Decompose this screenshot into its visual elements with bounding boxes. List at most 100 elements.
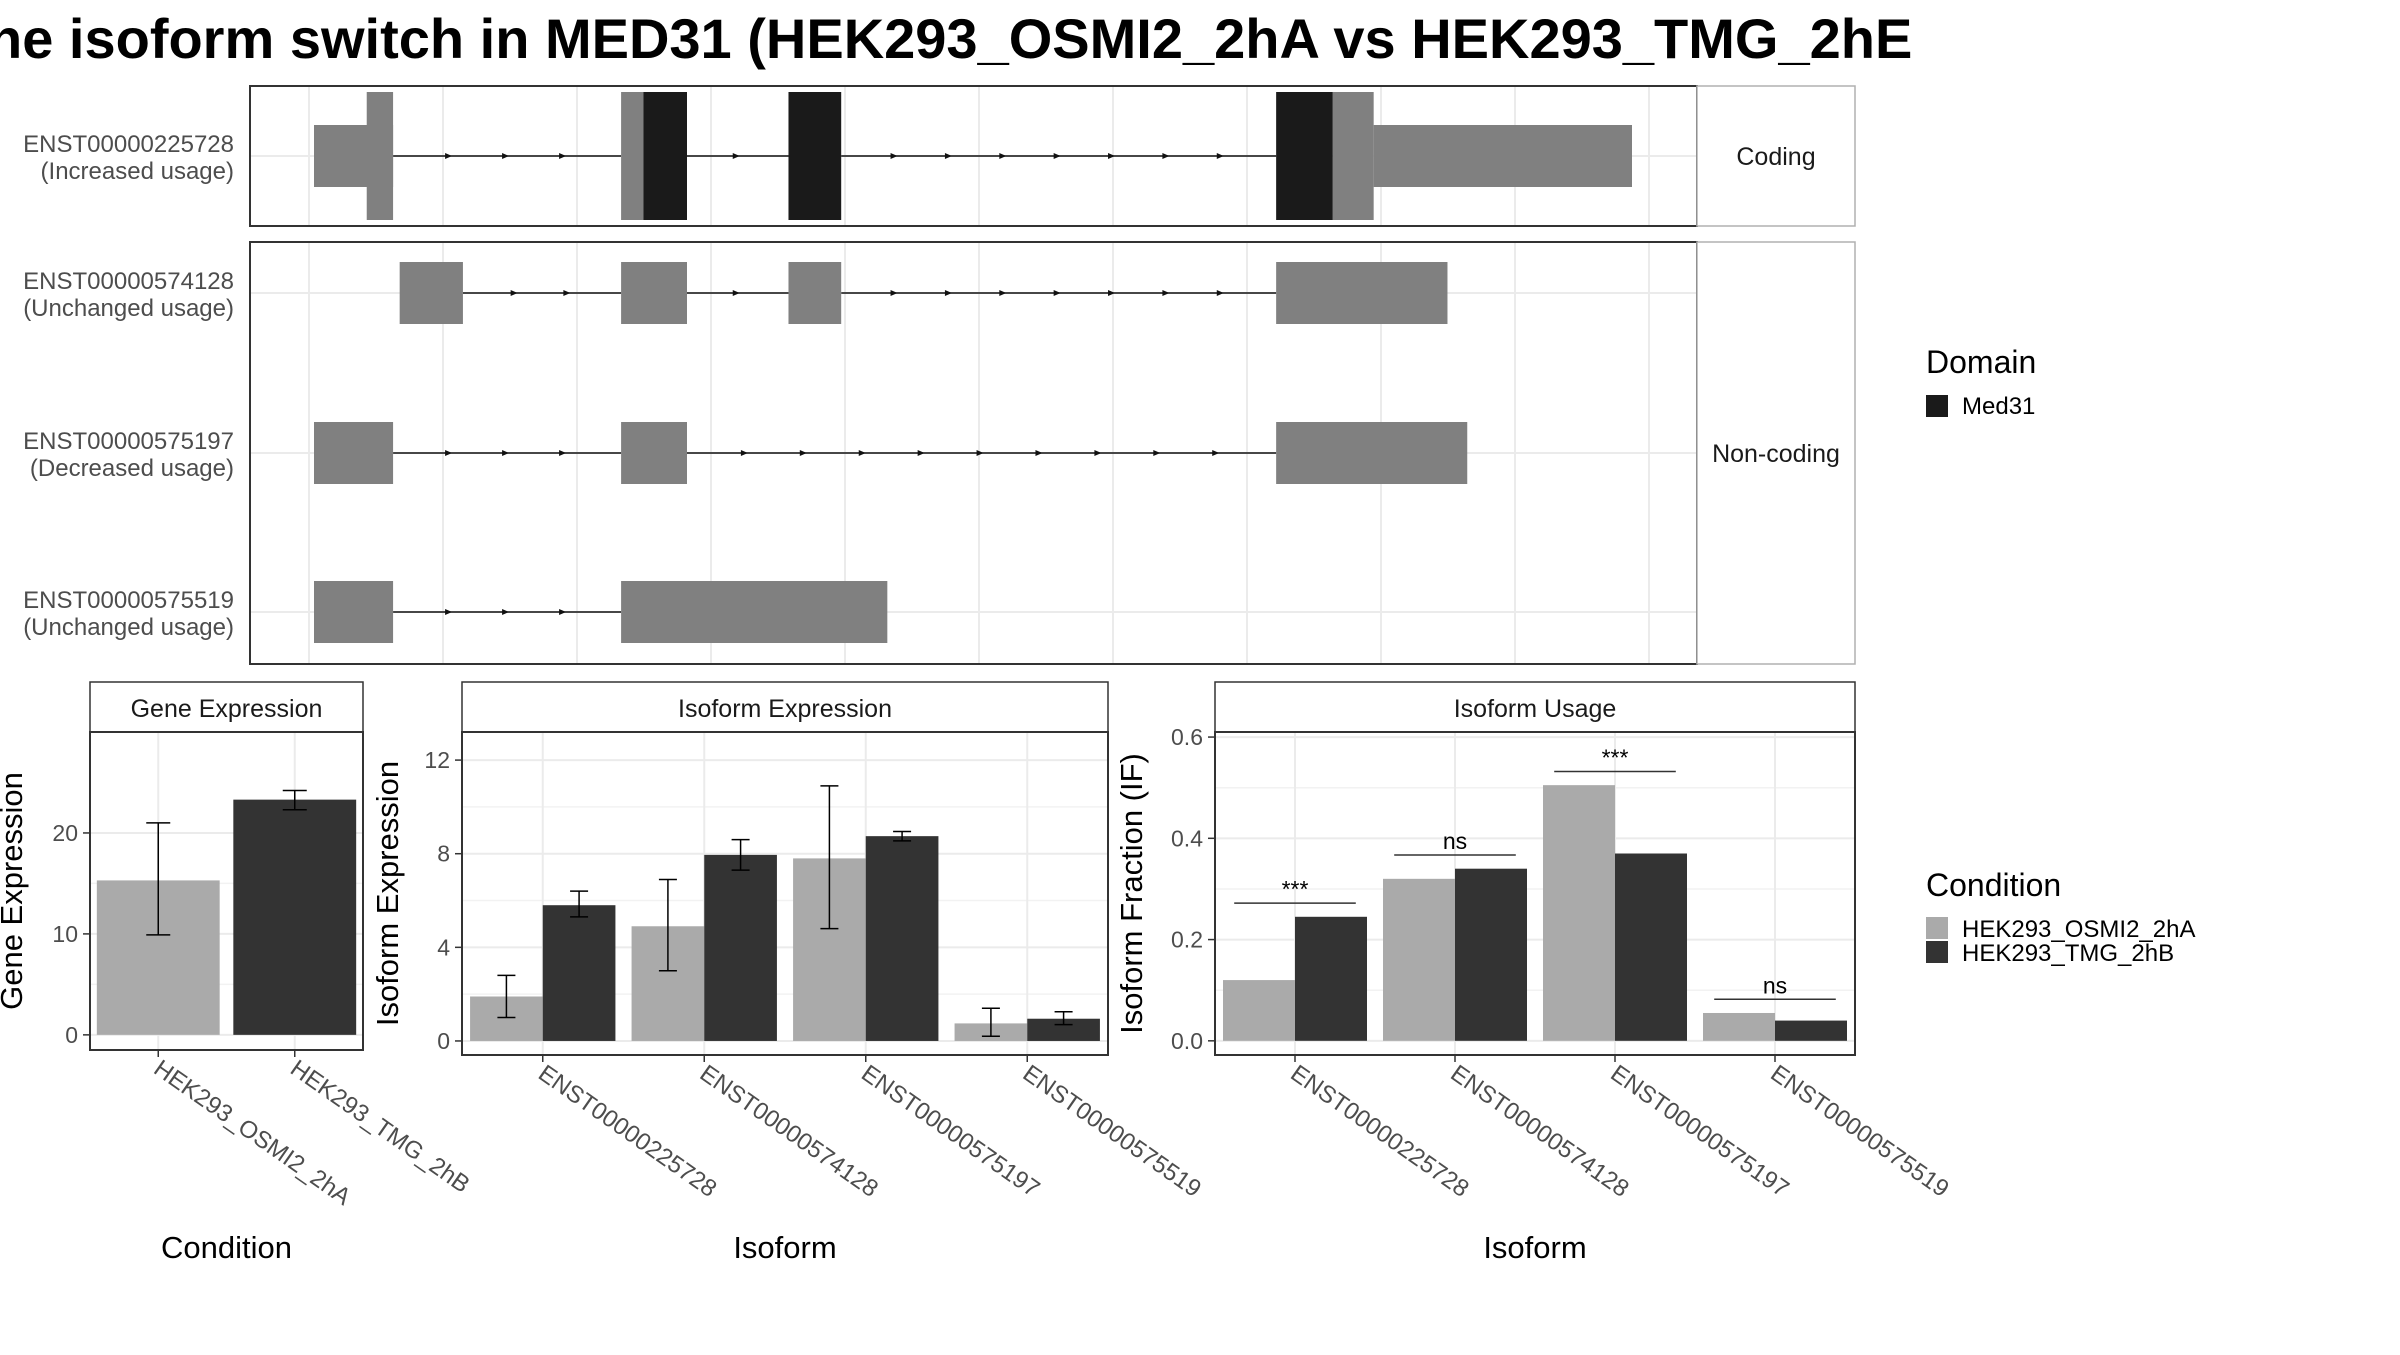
intron-arrow: [999, 290, 1007, 296]
isoform-ENST00000575519-label: ENST00000575519: [23, 587, 234, 614]
transcript-structure-panel: ENST00000225728(Increased usage) ENST0000…: [23, 85, 1856, 665]
coding-exon: [1332, 92, 1374, 220]
isoform-ENST00000575519-usage-label: (Unchanged usage): [23, 614, 234, 641]
significance-label: ns: [1763, 972, 1787, 998]
intron-arrow: [1216, 290, 1224, 296]
intron-arrow: [502, 450, 510, 456]
intron-arrow: [1053, 153, 1061, 159]
coding-strip: [1696, 85, 1856, 227]
intron-arrow: [559, 153, 567, 159]
y-tick-label: 8: [437, 841, 450, 867]
intron-arrow: [732, 290, 740, 296]
x-tick-label: ENST00000575519: [1018, 1060, 1206, 1203]
exon: [621, 422, 687, 484]
intron-arrow: [559, 450, 567, 456]
intron-arrow: [1108, 290, 1116, 296]
bar-ENST00000574128-HEK293_OSMI2_2hA: [1383, 878, 1455, 1041]
med31-domain: [788, 92, 842, 220]
exon: [788, 262, 842, 324]
condition-legend-label: HEK293_OSMI2_2hA: [1962, 916, 2195, 943]
domain-legend-label: Med31: [1962, 393, 2035, 420]
condition-legend-label: HEK293_TMG_2hB: [1962, 940, 2174, 967]
isoform-ENST00000225728-usage-label: (Increased usage): [41, 158, 234, 185]
isoform-ENST00000574128-usage-label: (Unchanged usage): [23, 295, 234, 322]
intron-arrow: [1053, 290, 1061, 296]
panel-strip: [461, 681, 1109, 733]
legends: Domain Med31 Condition HEK293_OSMI2_2hAHEK2…: [1926, 344, 2195, 967]
y-tick-label: 0: [437, 1028, 450, 1054]
intron-arrow: [559, 609, 567, 615]
bar-ENST00000225728-HEK293_OSMI2_2hA: [1223, 980, 1295, 1041]
x-tick-label: ENST00000225728: [533, 1060, 721, 1203]
bar-ENST00000574128-HEK293_TMG_2hB: [704, 854, 777, 1041]
panel-title: Isoform Usage: [1454, 695, 1617, 723]
x-tick-label: ENST00000575197: [856, 1060, 1044, 1203]
bar-ENST00000574128-HEK293_TMG_2hB: [1455, 868, 1527, 1041]
x-axis-label: Isoform: [1483, 1230, 1586, 1265]
coding-exon: [621, 92, 644, 220]
intron-arrow: [732, 153, 740, 159]
exon: [1276, 422, 1468, 484]
panel-border: [461, 731, 1109, 1056]
utr-exon: [1373, 125, 1632, 187]
y-axis-label: Isoform Fraction (IF): [1114, 753, 1149, 1034]
coding-strip-label: Coding: [1736, 143, 1815, 171]
panel-strip: [89, 681, 364, 733]
domain-legend-key: [1926, 395, 1948, 417]
y-tick-label: 0.2: [1171, 927, 1203, 953]
y-tick-label: 4: [437, 934, 450, 960]
intron-arrow: [1212, 450, 1220, 456]
condition-legend-title: Condition: [1926, 867, 2061, 903]
bar-ENST00000225728-HEK293_TMG_2hB: [542, 905, 616, 1041]
condition-legend-key: [1926, 941, 1948, 963]
coding-exon: [366, 92, 394, 220]
y-tick-label: 0.6: [1171, 724, 1203, 750]
intron-arrow: [563, 290, 571, 296]
bar-ENST00000575197-HEK293_OSMI2_2hA: [1543, 785, 1615, 1041]
y-tick-label: 0.0: [1171, 1028, 1203, 1054]
bar-ENST00000575197-HEK293_TMG_2hB: [1615, 853, 1687, 1041]
panel-title: Isoform Expression: [678, 695, 892, 723]
exon: [621, 581, 888, 643]
bar-HEK293_TMG_2hB: [233, 799, 357, 1035]
x-axis-label: Condition: [161, 1230, 292, 1265]
bar-ENST00000575519-HEK293_OSMI2_2hA: [1703, 1012, 1775, 1041]
x-tick-label: ENST00000575519: [1766, 1060, 1954, 1203]
isoform-usage-panel: Isoform Usage 0.0 0.2 0.4 0.6 *** ns *** ns ENST0…: [1114, 681, 1954, 1265]
isoform-ENST00000575197-usage-label: (Decreased usage): [30, 455, 234, 482]
panel-border: [1214, 731, 1856, 1056]
intron-arrow: [799, 450, 807, 456]
exon: [314, 422, 394, 484]
exon: [314, 581, 394, 643]
intron-arrow: [944, 153, 952, 159]
exon: [1276, 262, 1448, 324]
gene-expression-panel: Gene Expression01020HEK293_OSMI2_2hAHEK2…: [0, 681, 475, 1265]
y-tick-label: 0.4: [1171, 825, 1203, 851]
isoform-ENST00000225728-label: ENST00000225728: [23, 131, 234, 158]
y-tick-label: 12: [424, 747, 450, 773]
intron-arrow: [890, 290, 898, 296]
domain-legend-title: Domain: [1926, 344, 2036, 380]
intron-arrow: [1162, 153, 1170, 159]
significance-label: ***: [1282, 876, 1309, 902]
intron-arrow: [510, 290, 518, 296]
condition-legend-key: [1926, 917, 1948, 939]
isoform-expression-panel: Isoform Expression 0 4 8 12 ENST00000225728 EN…: [370, 681, 1206, 1265]
y-tick-label: 20: [52, 820, 78, 846]
bar-ENST00000225728-HEK293_TMG_2hB: [1295, 916, 1367, 1041]
intron-arrow: [976, 450, 984, 456]
panel-border: [89, 731, 364, 1051]
intron-arrow: [1153, 450, 1161, 456]
intron-arrow: [890, 153, 898, 159]
noncoding-strip: [1696, 241, 1856, 665]
bar-ENST00000575197-HEK293_TMG_2hB: [865, 836, 939, 1041]
y-tick-label: 10: [52, 921, 78, 947]
intron-arrow: [502, 609, 510, 615]
intron-arrow: [445, 609, 453, 615]
noncoding-strip-label: Non-coding: [1712, 440, 1840, 468]
y-axis-label: Isoform Expression: [370, 761, 405, 1026]
isoform-ENST00000575197-label: ENST00000575197: [23, 428, 234, 455]
intron-arrow: [740, 450, 748, 456]
intron-arrow: [445, 153, 453, 159]
panel-title: Gene Expression: [131, 695, 323, 723]
